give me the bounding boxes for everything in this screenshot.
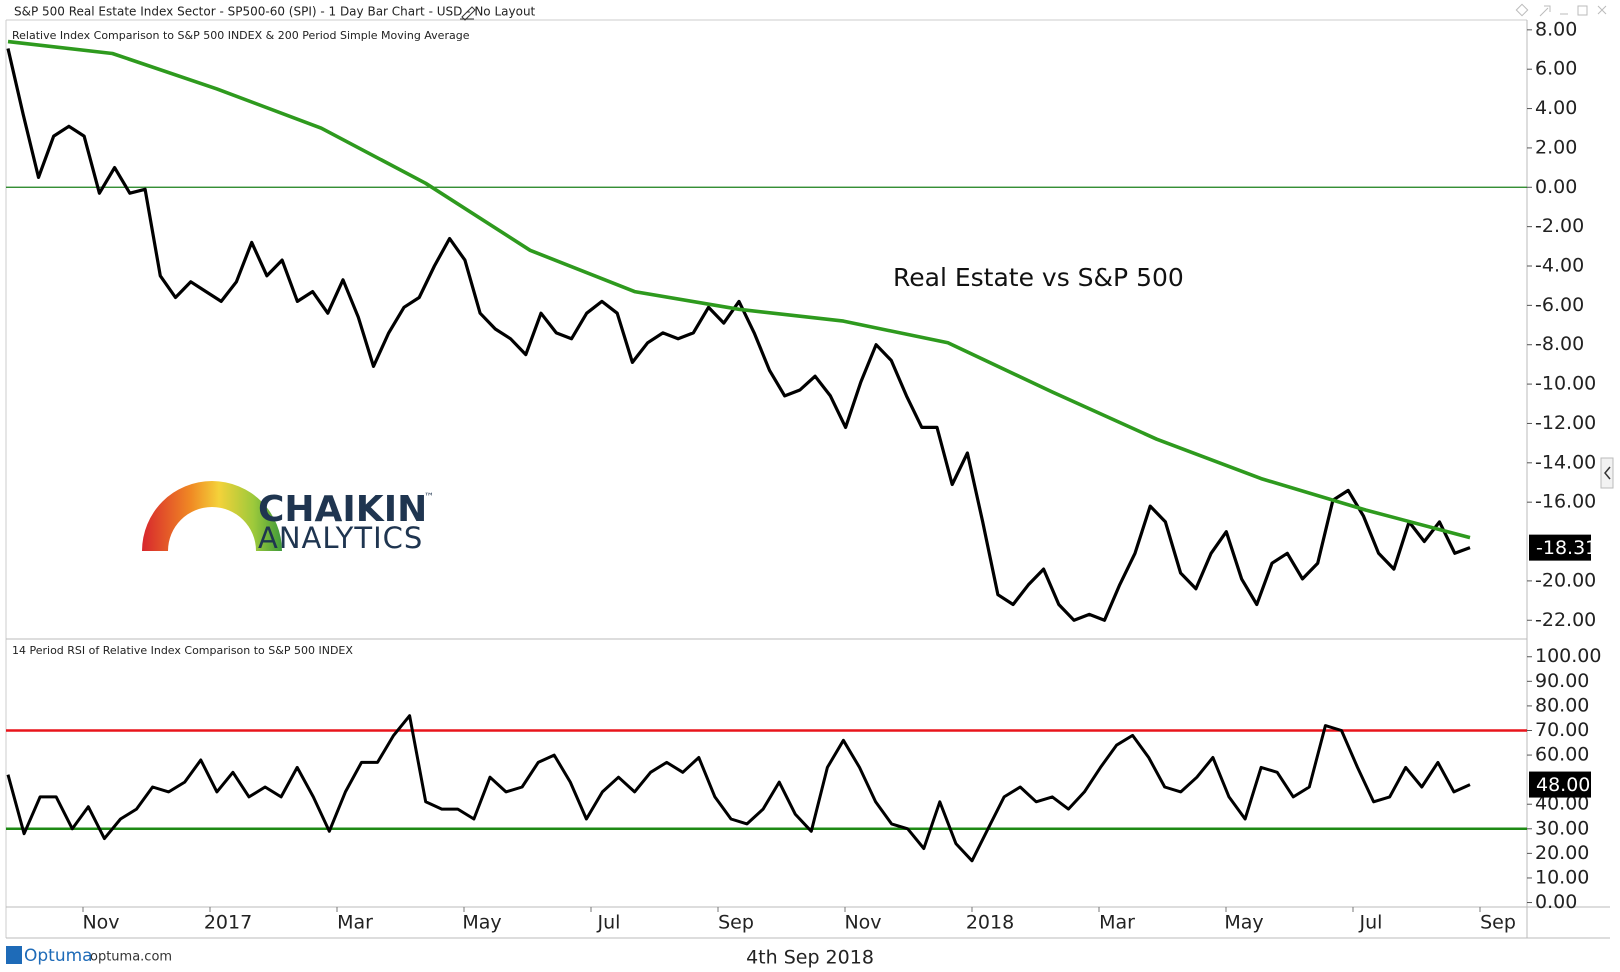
annotation: Real Estate vs S&P 500	[893, 263, 1184, 292]
y-tick-label: -10.00	[1535, 373, 1596, 395]
y-tick-label: 10.00	[1535, 866, 1589, 888]
y-tick-label: 100.00	[1535, 645, 1601, 667]
x-tick-label: Nov	[82, 912, 119, 934]
brand-icon	[6, 946, 22, 964]
x-tick-label: Sep	[1480, 912, 1516, 934]
y-tick-label: -4.00	[1535, 255, 1584, 277]
y-tick-label: 6.00	[1535, 58, 1577, 80]
y-tick-label: -16.00	[1535, 491, 1596, 513]
y-tick-label: 30.00	[1535, 817, 1589, 839]
x-tick-label: Nov	[844, 912, 881, 934]
x-tick-label: May	[1224, 912, 1263, 934]
y-tick-label: 8.00	[1535, 18, 1577, 40]
y-tick-label: 80.00	[1535, 694, 1589, 716]
y-tick-label: -8.00	[1535, 333, 1584, 355]
y-tick-label: 20.00	[1535, 842, 1589, 864]
y-tick-label: 2.00	[1535, 136, 1577, 158]
header-title: S&P 500 Real Estate Index Sector - SP500…	[14, 5, 536, 19]
panel-caption: Relative Index Comparison to S&P 500 IND…	[12, 29, 470, 42]
y-tick-label: -22.00	[1535, 609, 1596, 631]
y-tick-label: -6.00	[1535, 294, 1584, 316]
footer-date: 4th Sep 2018	[746, 947, 874, 969]
y-tick-label: 0.00	[1535, 176, 1577, 198]
logo-sub: ANALYTICS	[258, 521, 423, 555]
y-tick-label: 60.00	[1535, 744, 1589, 766]
x-tick-label: 2017	[204, 912, 252, 934]
x-tick-label: Jul	[1359, 912, 1383, 934]
x-tick-label: 2018	[966, 912, 1014, 934]
logo-mark: ™	[424, 492, 434, 503]
last-value-box	[1529, 771, 1591, 798]
last-value-label: 48.00	[1536, 774, 1590, 796]
window-icons[interactable]	[1515, 3, 1607, 17]
y-tick-label: 40.00	[1535, 793, 1589, 815]
y-tick-label: 70.00	[1535, 719, 1589, 741]
x-tick-label: Jul	[597, 912, 621, 934]
y-tick-label: -12.00	[1535, 412, 1596, 434]
y-tick-label: 0.00	[1535, 891, 1577, 913]
collapse-button[interactable]	[1600, 457, 1614, 489]
y-tick-label: -2.00	[1535, 215, 1584, 237]
y-tick-label: 90.00	[1535, 670, 1589, 692]
x-tick-label: May	[462, 912, 501, 934]
x-tick-label: Mar	[337, 912, 373, 934]
series-line	[7, 39, 1471, 540]
series-line	[6, 714, 1471, 863]
logo-name: CHAIKIN	[258, 489, 427, 530]
y-tick-label: 4.00	[1535, 97, 1577, 119]
x-tick-label: Mar	[1099, 912, 1135, 934]
brand: Optuma	[24, 946, 93, 966]
collapse-arrow	[1604, 466, 1611, 480]
last-value-box	[1529, 534, 1591, 561]
edit-icon[interactable]	[460, 6, 476, 21]
brand-site: optuma.com	[90, 950, 172, 965]
y-tick-label: -20.00	[1535, 569, 1596, 591]
logo-gauge	[142, 481, 282, 551]
series-line	[6, 48, 1471, 622]
panel-caption: 14 Period RSI of Relative Index Comparis…	[12, 644, 353, 657]
y-tick-label: -14.00	[1535, 451, 1596, 473]
last-value-label: -18.31	[1536, 537, 1597, 559]
x-tick-label: Sep	[718, 912, 754, 934]
